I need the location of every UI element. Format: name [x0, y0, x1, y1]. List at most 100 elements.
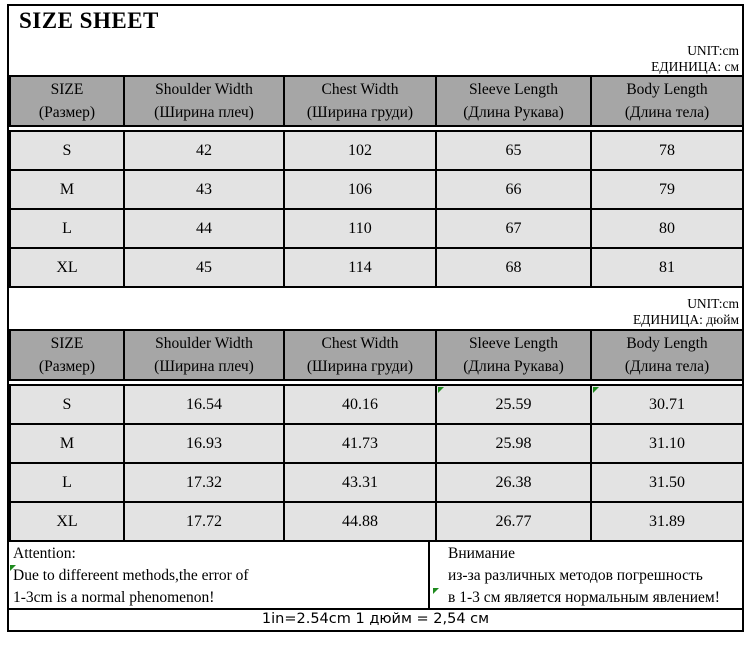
unit-note-inch: UNIT:cm ЕДИНИЦА: дюйм: [633, 296, 739, 328]
size-label-cell: L: [9, 208, 125, 249]
cell-error-flag-icon: [433, 588, 439, 594]
measurement-cell: 26.77: [435, 501, 592, 542]
measurement-cell: 65: [435, 130, 592, 171]
measurement-cell: 42: [123, 130, 285, 171]
size-table-inch-body: S 16.54 40.16 25.59 30.71 M 16.93 41.73 25.98 31.…: [9, 384, 744, 542]
header-label-ru: (Размер): [38, 104, 96, 121]
measurement-cell: 106: [283, 169, 437, 210]
table-row: S 42 102 65 78: [9, 130, 744, 171]
measurement-cell: 80: [590, 208, 744, 249]
header-cell: Sleeve Length (Длина Рукава): [435, 329, 592, 381]
header-label-ru: (Ширина груди): [306, 358, 414, 375]
header-label-en: Shoulder Width: [155, 335, 253, 352]
header-label-ru: (Ширина плеч): [154, 104, 254, 121]
header-label-en: Sleeve Length: [468, 335, 559, 352]
header-label-en: Chest Width: [321, 81, 399, 98]
header-cell: Chest Width (Ширина груди): [283, 329, 437, 381]
table-row: S 16.54 40.16 25.59 30.71: [9, 384, 744, 425]
measurement-cell: 25.59: [435, 384, 592, 425]
header-cell: Shoulder Width (Ширина плеч): [123, 329, 285, 381]
unit-row-inch: UNIT:cm ЕДИНИЦА: дюйм: [9, 288, 742, 329]
measurement-cell: 25.98: [435, 423, 592, 464]
sheet-header: SIZE SHEET UNIT:cm ЕДИНИЦА: см: [9, 6, 742, 75]
size-sheet: SIZE SHEET UNIT:cm ЕДИНИЦА: см SIZE (Разм…: [7, 4, 744, 632]
header-label-en: Body Length: [626, 81, 708, 98]
measurement-cell: 16.93: [123, 423, 285, 464]
attention-ru-line3: в 1-3 см является нормальным явлением!: [448, 589, 720, 606]
attention-ru: Внимание из-за различных методов погрешн…: [430, 542, 742, 608]
header-cell: Shoulder Width (Ширина плеч): [123, 75, 285, 127]
attention-en-line2: Due to differeent methods,the error of: [13, 567, 249, 584]
table-row: XL 17.72 44.88 26.77 31.89: [9, 501, 744, 542]
measurement-cell: 26.38: [435, 462, 592, 503]
attention-en: Attention: Due to differeent methods,the…: [9, 542, 430, 608]
unit-note-inch-ru: ЕДИНИЦА: дюйм: [632, 312, 739, 327]
table-row: L 17.32 43.31 26.38 31.50: [9, 462, 744, 503]
header-cell: Chest Width (Ширина груди): [283, 75, 437, 127]
measurement-cell: 17.72: [123, 501, 285, 542]
size-label-cell: M: [9, 423, 125, 464]
measurement-cell: 41.73: [283, 423, 437, 464]
measurement-cell: 102: [283, 130, 437, 171]
header-label-ru: (Ширина плеч): [154, 358, 254, 375]
unit-note-cm-en: UNIT:cm: [687, 43, 739, 58]
size-label-cell: S: [9, 130, 125, 171]
size-table-cm-head: SIZE (Размер) Shoulder Width (Ширина плеч) C…: [9, 75, 744, 127]
table-divider: [9, 381, 742, 384]
measurement-cell: 43: [123, 169, 285, 210]
header-label-ru: (Длина тела): [624, 104, 710, 121]
measurement-cell: 68: [435, 247, 592, 288]
cell-error-flag-icon: [10, 565, 16, 571]
measurement-cell: 16.54: [123, 384, 285, 425]
table-row: M 16.93 41.73 25.98 31.10: [9, 423, 744, 464]
measurement-cell: 43.31: [283, 462, 437, 503]
header-label-en: Chest Width: [321, 335, 399, 352]
size-table-inch: SIZE (Размер) Shoulder Width (Ширина плеч) C…: [9, 329, 744, 542]
page-title: SIZE SHEET: [19, 8, 159, 33]
header-label-en: Body Length: [626, 335, 708, 352]
attention-en-line3: 1-3cm is a normal phenomenon!: [13, 589, 215, 606]
size-table-cm-body: S 42 102 65 78 M 43 106 66 79 L 44 110 67 80 XL 45 114 68 8…: [9, 130, 744, 288]
measurement-cell: 78: [590, 130, 744, 171]
size-label-cell: L: [9, 462, 125, 503]
table-divider: [9, 127, 742, 130]
header-cell: SIZE (Размер): [9, 329, 125, 381]
measurement-cell: 110: [283, 208, 437, 249]
size-label-cell: XL: [9, 247, 125, 288]
unit-note-inch-en: UNIT:cm: [687, 296, 739, 311]
attention-en-line1: Attention:: [13, 545, 76, 562]
measurement-cell: 30.71: [590, 384, 744, 425]
header-label-en: SIZE: [50, 81, 84, 98]
size-label-cell: S: [9, 384, 125, 425]
header-row: SIZE (Размер) Shoulder Width (Ширина плеч) C…: [9, 75, 744, 127]
size-table-cm: SIZE (Размер) Shoulder Width (Ширина плеч) C…: [9, 75, 744, 288]
header-label-ru: (Длина тела): [624, 358, 710, 375]
attention-footer: Attention: Due to differeent methods,the…: [9, 542, 742, 610]
measurement-cell: 44: [123, 208, 285, 249]
unit-note-cm: UNIT:cm ЕДИНИЦА: см: [651, 43, 739, 75]
header-label-ru: (Длина Рукава): [463, 358, 564, 375]
size-table-inch-head: SIZE (Размер) Shoulder Width (Ширина плеч) C…: [9, 329, 744, 381]
measurement-cell: 67: [435, 208, 592, 249]
conversion-note: 1in=2.54cm 1 дюйм = 2,54 см: [261, 611, 490, 627]
measurement-cell: 45: [123, 247, 285, 288]
header-row: SIZE (Размер) Shoulder Width (Ширина плеч) C…: [9, 329, 744, 381]
measurement-cell: 31.50: [590, 462, 744, 503]
header-label-en: Shoulder Width: [155, 81, 253, 98]
size-label-cell: M: [9, 169, 125, 210]
size-label-cell: XL: [9, 501, 125, 542]
header-cell: Body Length (Длина тела): [590, 329, 744, 381]
header-cell: Sleeve Length (Длина Рукава): [435, 75, 592, 127]
header-label-ru: (Ширина груди): [306, 104, 414, 121]
unit-note-cm-ru: ЕДИНИЦА: см: [651, 59, 739, 74]
measurement-cell: 17.32: [123, 462, 285, 503]
header-label-ru: (Длина Рукава): [463, 104, 564, 121]
measurement-cell: 31.10: [590, 423, 744, 464]
table-row: XL 45 114 68 81: [9, 247, 744, 288]
measurement-cell: 31.89: [590, 501, 744, 542]
measurement-cell: 40.16: [283, 384, 437, 425]
table-row: M 43 106 66 79: [9, 169, 744, 210]
attention-ru-line1: Внимание: [448, 545, 515, 562]
header-cell: SIZE (Размер): [9, 75, 125, 127]
measurement-cell: 44.88: [283, 501, 437, 542]
